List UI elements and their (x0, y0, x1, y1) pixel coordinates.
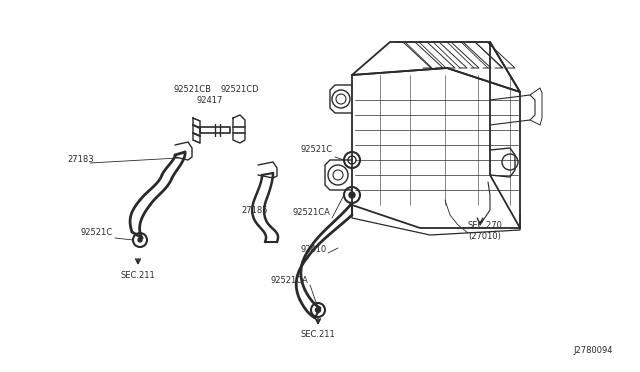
Circle shape (349, 192, 355, 198)
Text: 92417: 92417 (197, 96, 223, 105)
Text: 92521C: 92521C (301, 145, 333, 154)
Text: 92521C: 92521C (81, 228, 113, 237)
Text: 92521CD: 92521CD (221, 85, 259, 94)
Circle shape (316, 308, 321, 312)
Text: 92410: 92410 (301, 245, 327, 254)
Text: SEC.270: SEC.270 (468, 221, 503, 230)
Text: 92521CA: 92521CA (292, 208, 330, 217)
Text: (27010): (27010) (468, 232, 501, 241)
Text: SEC.211: SEC.211 (301, 330, 335, 339)
Circle shape (138, 238, 142, 242)
Text: 92521CA: 92521CA (270, 276, 308, 285)
Text: SEC.211: SEC.211 (120, 271, 156, 280)
Text: J2780094: J2780094 (573, 346, 612, 355)
Text: 27183: 27183 (67, 155, 93, 164)
Text: 27185: 27185 (242, 206, 268, 215)
Text: 92521CB: 92521CB (174, 85, 212, 94)
